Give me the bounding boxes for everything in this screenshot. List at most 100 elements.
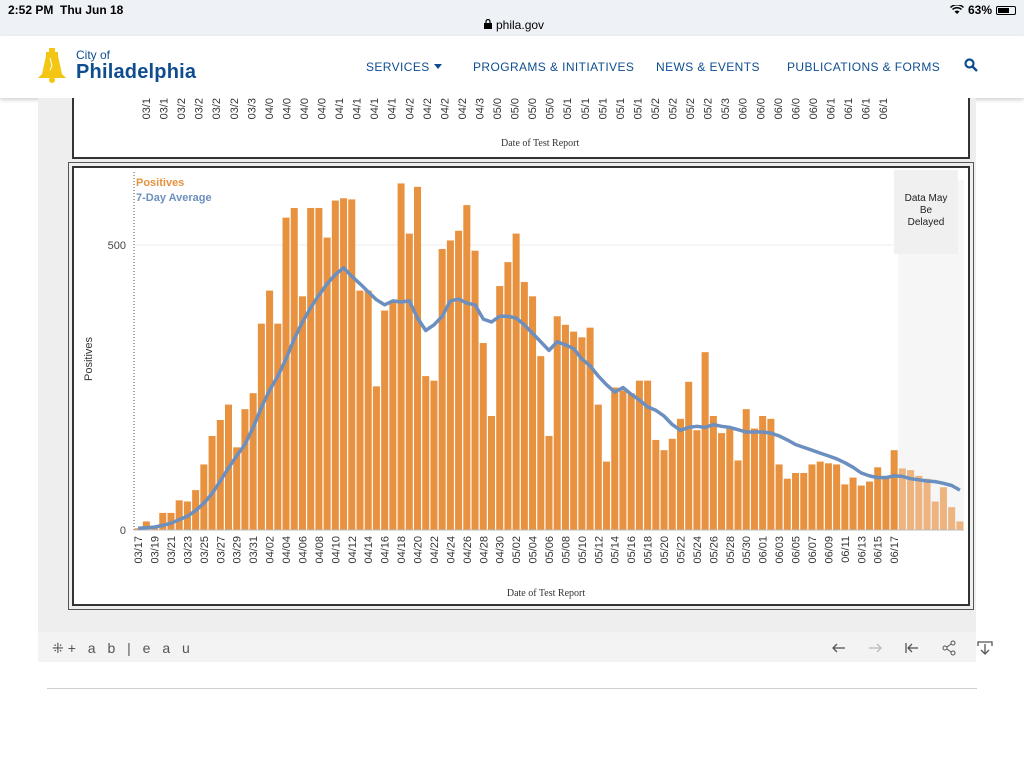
positives-bar[interactable] bbox=[331, 200, 339, 530]
positives-bar[interactable] bbox=[841, 484, 849, 530]
address-bar-url[interactable]: phila.gov bbox=[496, 18, 545, 32]
positives-bar[interactable] bbox=[808, 464, 816, 530]
positives-bar[interactable] bbox=[824, 463, 832, 530]
positives-bar[interactable] bbox=[504, 262, 512, 530]
positives-bar[interactable] bbox=[512, 233, 520, 530]
positives-bar[interactable] bbox=[529, 296, 537, 530]
positives-bar[interactable] bbox=[939, 487, 947, 530]
positives-bar[interactable] bbox=[274, 323, 282, 530]
positives-bar[interactable] bbox=[405, 233, 413, 530]
positives-bar[interactable] bbox=[570, 331, 578, 530]
positives-bar[interactable] bbox=[907, 470, 915, 530]
positives-bar[interactable] bbox=[430, 380, 438, 530]
positives-bar[interactable] bbox=[685, 381, 693, 530]
positives-bar[interactable] bbox=[833, 464, 841, 530]
positives-bar[interactable] bbox=[652, 439, 660, 530]
positives-bar[interactable] bbox=[956, 521, 964, 530]
legend-seven-day-average[interactable]: 7-Day Average bbox=[136, 192, 212, 204]
positives-bar[interactable] bbox=[865, 481, 874, 530]
positives-bar[interactable] bbox=[397, 183, 405, 530]
positives-bar[interactable] bbox=[676, 418, 684, 530]
positives-bar[interactable] bbox=[340, 198, 348, 530]
positives-bar[interactable] bbox=[923, 478, 931, 530]
search-icon[interactable] bbox=[964, 58, 978, 72]
positives-bar[interactable] bbox=[249, 393, 257, 530]
positives-bar[interactable] bbox=[561, 324, 569, 530]
positives-bar[interactable] bbox=[323, 237, 331, 530]
positives-bar[interactable] bbox=[422, 376, 430, 530]
positives-bar[interactable] bbox=[298, 296, 306, 530]
nav-programs[interactable]: PROGRAMS & INITIATIVES bbox=[473, 60, 635, 74]
positives-bar[interactable] bbox=[594, 404, 602, 530]
positives-bar[interactable] bbox=[890, 450, 898, 530]
positives-bar[interactable] bbox=[611, 387, 619, 531]
positives-bar[interactable] bbox=[307, 207, 315, 530]
positives-bar[interactable] bbox=[414, 186, 422, 531]
positives-bar[interactable] bbox=[619, 390, 627, 530]
positives-bar[interactable] bbox=[857, 485, 865, 530]
positives-bar[interactable] bbox=[159, 512, 167, 530]
positives-bar[interactable] bbox=[603, 461, 611, 530]
positives-bar[interactable] bbox=[545, 435, 553, 530]
positives-bar[interactable] bbox=[792, 473, 800, 530]
nav-publications[interactable]: PUBLICATIONS & FORMS bbox=[787, 60, 941, 74]
positives-bar[interactable] bbox=[750, 428, 758, 530]
positives-bar[interactable] bbox=[142, 521, 150, 530]
positives-bar[interactable] bbox=[372, 386, 380, 530]
positives-bar[interactable] bbox=[635, 380, 643, 530]
positives-bar[interactable] bbox=[816, 461, 824, 530]
positives-bar[interactable] bbox=[874, 467, 882, 530]
revert-icon[interactable] bbox=[904, 640, 920, 656]
positives-bar[interactable] bbox=[290, 207, 298, 530]
positives-bar[interactable] bbox=[701, 352, 709, 530]
positives-bar[interactable] bbox=[783, 478, 791, 530]
positives-bar[interactable] bbox=[348, 199, 356, 530]
positives-bar[interactable] bbox=[644, 380, 652, 530]
positives-bar[interactable] bbox=[718, 433, 726, 530]
positives-bar[interactable] bbox=[356, 290, 364, 530]
positives-bar[interactable] bbox=[446, 240, 454, 530]
positives-bar[interactable] bbox=[487, 416, 495, 530]
positives-bar[interactable] bbox=[775, 464, 783, 530]
positives-bar[interactable] bbox=[693, 430, 701, 530]
positives-bar[interactable] bbox=[767, 418, 775, 530]
positives-bar[interactable] bbox=[175, 500, 183, 530]
positives-bar[interactable] bbox=[364, 290, 372, 530]
positives-bar[interactable] bbox=[578, 337, 586, 530]
positives-bar[interactable] bbox=[882, 475, 890, 530]
positives-bar[interactable] bbox=[282, 217, 290, 530]
positives-bar[interactable] bbox=[257, 323, 265, 530]
positives-bar[interactable] bbox=[931, 501, 939, 531]
positives-bar[interactable] bbox=[915, 475, 923, 530]
undo-icon[interactable] bbox=[831, 640, 847, 656]
nav-services[interactable]: SERVICES bbox=[366, 60, 442, 74]
positives-bar[interactable] bbox=[381, 310, 389, 530]
positives-bar[interactable] bbox=[709, 416, 717, 530]
positives-bar[interactable] bbox=[668, 438, 676, 530]
positives-bar[interactable] bbox=[266, 290, 274, 530]
positives-bar[interactable] bbox=[479, 343, 487, 530]
positives-bar[interactable] bbox=[200, 464, 208, 530]
positives-bar[interactable] bbox=[233, 447, 241, 530]
positives-bar[interactable] bbox=[586, 327, 594, 530]
tableau-logo[interactable]: ⁜+ a b | e a u bbox=[52, 640, 194, 656]
positives-bar[interactable] bbox=[734, 460, 742, 530]
positives-bar[interactable] bbox=[471, 250, 479, 530]
positives-bar[interactable] bbox=[948, 507, 956, 530]
positives-bar[interactable] bbox=[438, 248, 446, 530]
positives-bar[interactable] bbox=[496, 286, 504, 530]
positives-bar[interactable] bbox=[742, 409, 750, 530]
positives-bar[interactable] bbox=[463, 205, 471, 530]
positives-bar[interactable] bbox=[241, 409, 249, 530]
share-icon[interactable] bbox=[941, 640, 957, 656]
nav-news-events[interactable]: NEWS & EVENTS bbox=[656, 60, 760, 74]
positives-bar[interactable] bbox=[216, 419, 224, 530]
positives-bar[interactable] bbox=[134, 528, 142, 530]
positives-bar[interactable] bbox=[537, 356, 545, 530]
legend-positives[interactable]: Positives bbox=[136, 177, 184, 189]
positives-bar[interactable] bbox=[208, 435, 216, 530]
positives-bar[interactable] bbox=[800, 473, 808, 530]
positives-bar[interactable] bbox=[455, 230, 463, 530]
positives-bar[interactable] bbox=[315, 207, 323, 530]
positives-bar[interactable] bbox=[627, 393, 635, 530]
